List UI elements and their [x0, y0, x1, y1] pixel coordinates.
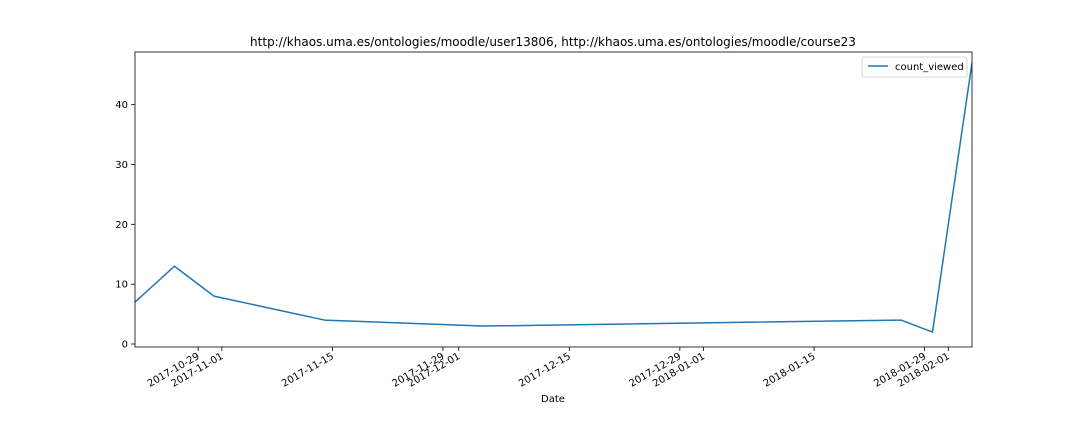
y-axis: 0 10 20 30 40 [115, 100, 135, 351]
x-tick-label: 2018-01-15 [762, 351, 818, 390]
chart-title: http://khaos.uma.es/ontologies/moodle/us… [250, 35, 856, 49]
legend-label: count_viewed [895, 62, 964, 73]
y-tick-label: 40 [115, 100, 128, 111]
y-tick-label: 0 [122, 340, 128, 351]
series-line-count_viewed [135, 62, 972, 333]
y-tick-label: 10 [115, 280, 128, 291]
plot-background [135, 52, 972, 347]
plot-frame [134, 51, 973, 348]
y-tick-label: 30 [115, 160, 128, 171]
x-axis-label: Date [541, 394, 565, 405]
x-tick-label: 2017-11-15 [280, 351, 336, 390]
legend-box [861, 56, 968, 78]
legend: count_viewed [861, 56, 968, 78]
series-layer [135, 62, 972, 333]
y-tick-label: 20 [115, 220, 128, 231]
x-tick-label: 2017-12-15 [517, 351, 573, 390]
